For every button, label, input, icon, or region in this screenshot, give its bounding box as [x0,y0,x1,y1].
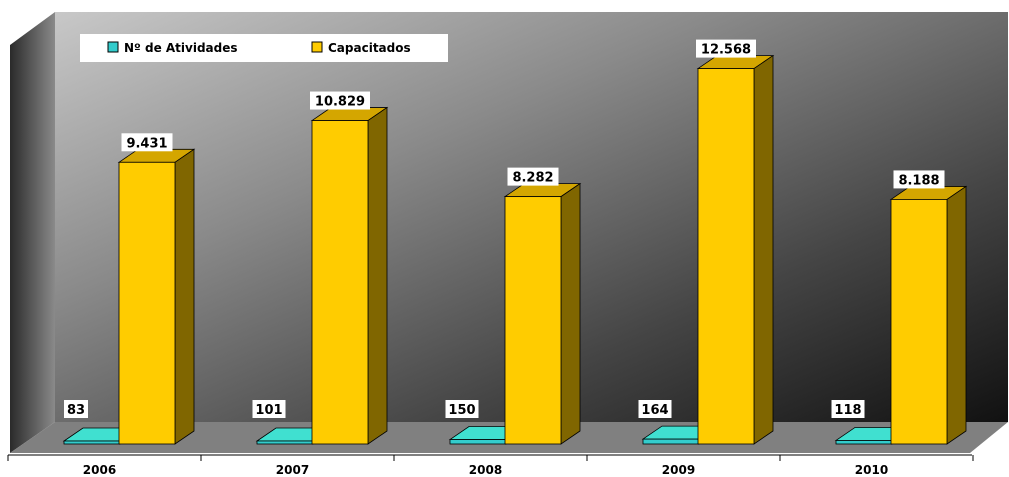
bar-side-face [946,185,967,445]
bar-front-face [118,161,176,445]
data-label-atividades: 118 [831,400,865,418]
data-label-box [310,91,370,110]
data-label-text: 9.431 [126,136,167,151]
data-label-capacitados: 8.282 [507,167,559,186]
x-tick-label: 2010 [855,463,888,477]
x-tick-label: 2006 [83,463,116,477]
legend-box [80,34,448,62]
data-label-box [252,400,286,418]
legend-label-series-1: Nº de Atividades [124,41,238,55]
data-label-box [696,39,756,58]
legend-swatch-series-2 [311,41,323,53]
data-label-text: 10.829 [315,95,365,110]
bar-front-face [835,440,893,445]
data-label-capacitados: 12.568 [696,39,756,58]
bar-front-face [311,120,369,445]
data-label-box [638,400,672,418]
data-label-box [64,400,88,418]
data-label-capacitados: 10.829 [310,91,370,110]
x-tick-label: 2009 [662,463,695,477]
legend: Nº de Atividades Capacitados [80,34,448,62]
data-label-box [121,133,173,152]
data-label-box [893,170,945,189]
x-axis-ticks: 2006 2007 2008 2009 2010 [7,455,974,477]
data-label-box [831,400,865,418]
data-label-text: 8.188 [898,173,939,188]
bar-front-face [697,68,755,445]
data-label-atividades: 83 [64,400,88,418]
bar-front-face [256,440,314,445]
data-label-capacitados: 9.431 [121,133,173,152]
data-label-atividades: 101 [252,400,286,418]
data-label-text: 118 [834,403,861,418]
data-label-box [507,167,559,186]
bar-front-face [890,199,948,445]
data-label-capacitados: 8.188 [893,170,945,189]
bar-front-face [504,196,562,445]
bar-side-face [560,182,581,445]
bar-capacitados [696,54,775,445]
data-label-text: 101 [255,403,282,418]
data-label-text: 83 [67,403,85,418]
bar-capacitados [503,182,582,445]
bar-capacitados [310,106,389,445]
bar-side-face [753,54,774,445]
legend-swatch-series-1 [107,41,119,53]
bar-front-face [642,438,700,445]
x-tick-label: 2008 [469,463,502,477]
legend-label-series-2: Capacitados [328,41,411,55]
data-label-text: 164 [641,403,668,418]
bar-front-face [449,439,507,445]
data-label-text: 150 [448,403,475,418]
bar-capacitados [889,185,968,445]
bar-front-face [63,440,121,445]
data-label-text: 8.282 [512,171,553,186]
side-wall [10,12,55,453]
bar-capacitados [117,148,196,445]
data-label-box [445,400,479,418]
data-label-text: 12.568 [701,43,751,58]
x-tick-label: 2007 [276,463,309,477]
data-label-atividades: 164 [638,400,672,418]
data-label-atividades: 150 [445,400,479,418]
bar-side-face [174,148,195,445]
bar-side-face [367,106,388,445]
bars: 83 9.431 101 10.829 150 8.282 164 12.568 118 8.18… [62,39,968,445]
